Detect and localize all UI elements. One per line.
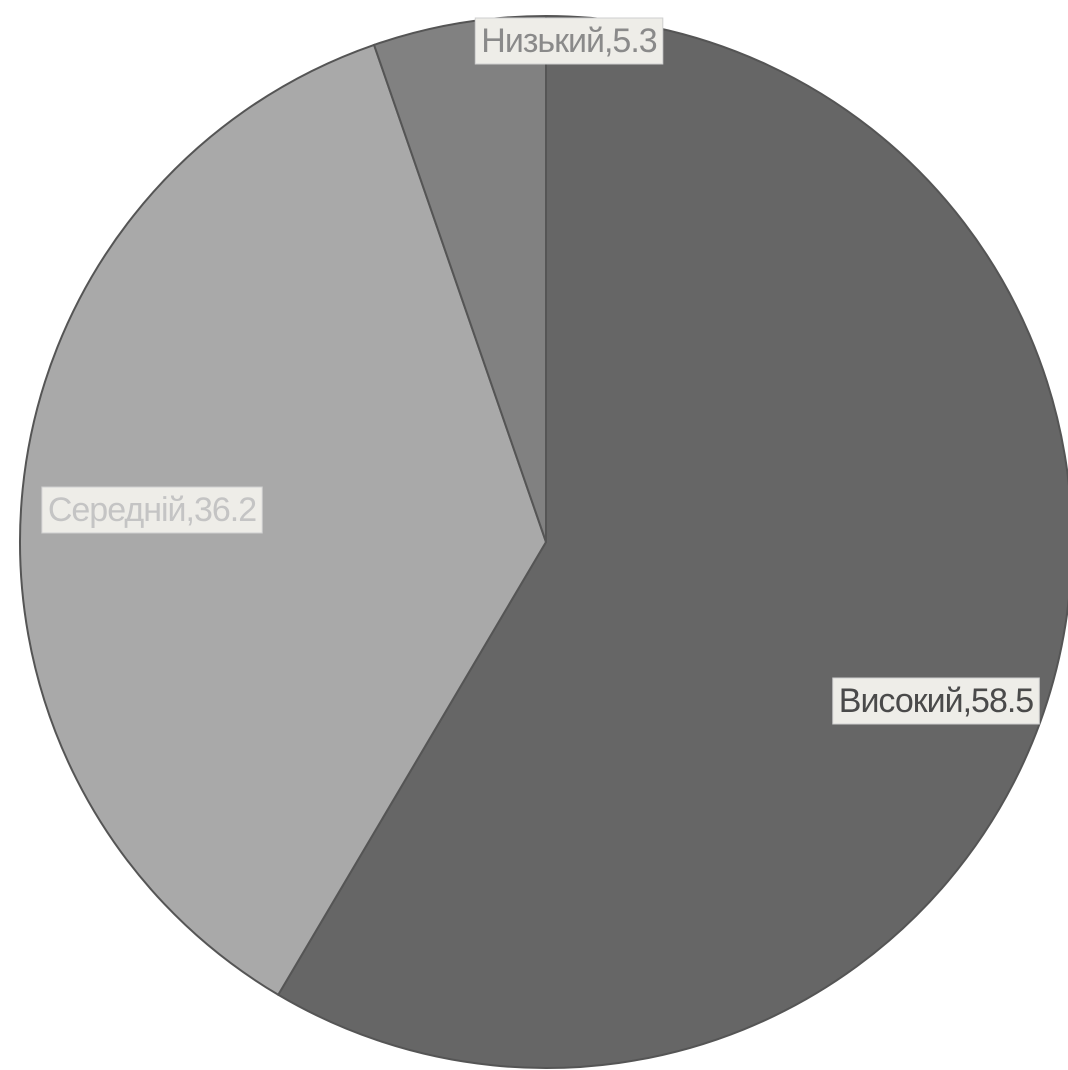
pie-labels: Високий,58.5 Середній,36.2 Низький,5.3 bbox=[41, 17, 1040, 725]
pie-slices bbox=[19, 14, 1068, 1069]
pie-slice-2 bbox=[19, 43, 548, 997]
slice-label-box bbox=[41, 486, 263, 534]
slice-label-2: Середній,36.2 bbox=[41, 486, 263, 534]
slice-label-box bbox=[832, 677, 1040, 725]
pie-slice-1 bbox=[276, 14, 1068, 1069]
slice-label-1: Високий,58.5 bbox=[832, 677, 1040, 725]
slice-label-text: Високий,58.5 bbox=[839, 682, 1034, 720]
slice-label-text: Середній,36.2 bbox=[48, 491, 256, 529]
pie-slice-3 bbox=[372, 14, 547, 543]
slice-label-text: Низький,5.3 bbox=[481, 22, 657, 60]
slice-label-3: Низький,5.3 bbox=[474, 17, 664, 65]
slice-label-box bbox=[474, 17, 664, 65]
